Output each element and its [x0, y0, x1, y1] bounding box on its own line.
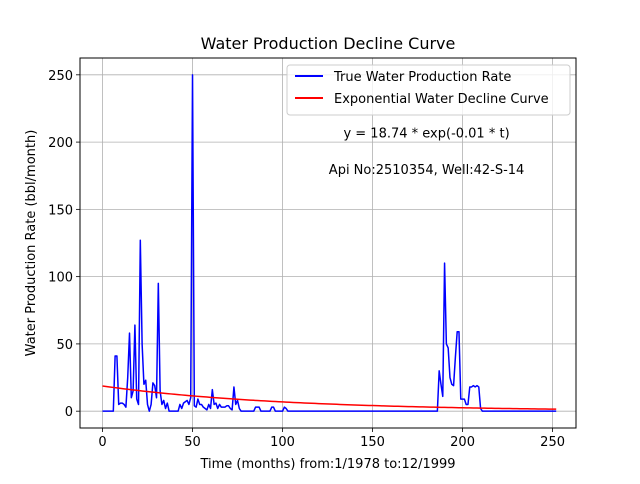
- series-line-exponential-curve: [102, 385, 557, 410]
- x-tick-label: 50: [184, 435, 201, 450]
- legend-label-true-rate: True Water Production Rate: [333, 70, 511, 85]
- series-line-true-rate: [102, 74, 557, 412]
- x-tick-label: 200: [450, 435, 475, 450]
- x-axis-label: Time (months) from:1/1978 to:12/1999: [199, 457, 455, 472]
- well-annotation: Api No:2510354, Well:42-S-14: [329, 163, 525, 178]
- x-tick-label: 250: [540, 435, 565, 450]
- x-tick-label: 0: [98, 435, 106, 450]
- plot-frame: [79, 57, 577, 429]
- y-tick-label: 50: [56, 338, 73, 353]
- ticks: 0 50 100 150 200 250 0 50 100 150 200 250: [48, 69, 565, 450]
- legend: True Water Production Rate Exponential W…: [286, 64, 571, 116]
- y-axis-label: Water Production Rate (bbl/month): [24, 130, 39, 357]
- grid: [80, 58, 576, 428]
- legend-box: [286, 64, 571, 116]
- y-tick-label: 200: [48, 136, 73, 151]
- equation-annotation: y = 18.74 * exp(-0.01 * t): [343, 127, 509, 142]
- chart-title: Water Production Decline Curve: [201, 34, 456, 53]
- y-tick-label: 100: [48, 271, 73, 286]
- y-tick-label: 150: [48, 203, 73, 218]
- y-tick-label: 0: [65, 405, 73, 420]
- y-tick-label: 250: [48, 69, 73, 84]
- series-layer: [102, 74, 557, 412]
- x-tick-label: 150: [360, 435, 385, 450]
- legend-label-exponential-curve: Exponential Water Decline Curve: [334, 92, 549, 107]
- x-tick-label: 100: [270, 435, 295, 450]
